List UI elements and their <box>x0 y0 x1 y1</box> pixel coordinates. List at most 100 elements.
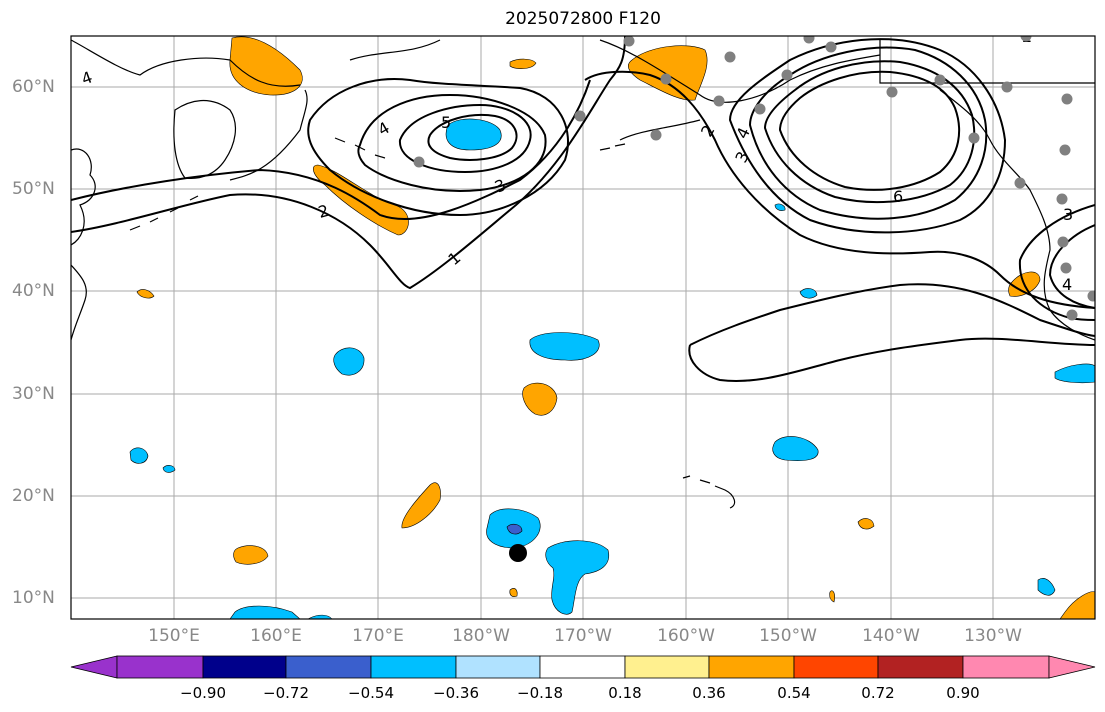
negative-anomaly-region <box>1054 363 1095 384</box>
negative-anomaly-region <box>307 614 333 619</box>
station-marker <box>574 110 586 122</box>
lat-label: 50°N <box>12 179 55 199</box>
lon-label: 180°W <box>452 626 510 646</box>
map-title: 2025072800 F120 <box>505 9 661 29</box>
lon-label: 160°E <box>250 626 302 646</box>
station-marker <box>724 51 736 63</box>
negative-anomaly-region <box>774 203 786 211</box>
colorbar-bin <box>285 655 372 679</box>
positive-anomaly-region <box>1059 591 1095 619</box>
station-marker <box>650 129 662 141</box>
station-marker <box>803 36 815 44</box>
contour-line <box>728 38 1007 234</box>
contour-line <box>584 70 1095 309</box>
negative-anomaly-region <box>1037 578 1056 596</box>
station-marker <box>1057 236 1069 248</box>
station-marker <box>660 73 672 85</box>
station-marker <box>1061 93 1073 105</box>
colorbar-tick-label: 0.36 <box>692 684 726 702</box>
colorbar-extend-min <box>70 655 118 679</box>
station-marker <box>1060 262 1072 274</box>
station-marker <box>413 156 425 168</box>
positive-anomaly-region <box>857 518 875 530</box>
contour-line <box>763 60 976 204</box>
lat-label: 10°N <box>12 588 55 608</box>
colorbar-bin <box>962 655 1050 679</box>
lon-label: 160°W <box>657 626 715 646</box>
colorbar-bin <box>708 655 795 679</box>
contour-label: 2 <box>316 201 331 222</box>
contour-label: 4 <box>1062 275 1072 294</box>
colorbar-tick-label: 0.54 <box>777 684 811 702</box>
station-marker <box>825 41 837 53</box>
contour-line <box>748 46 988 220</box>
contour-line <box>398 103 532 174</box>
colorbar-tick-label: −0.72 <box>263 684 309 702</box>
positive-anomaly-region <box>136 289 155 299</box>
positive-anomaly-region <box>229 36 303 96</box>
station-marker <box>713 95 725 107</box>
lon-label: 170°W <box>554 626 612 646</box>
contour-line <box>357 93 547 192</box>
station-marker <box>934 74 946 86</box>
station-marker <box>886 86 898 98</box>
contour-line <box>427 114 518 161</box>
lat-label: 40°N <box>12 281 55 301</box>
colorbar-bin <box>877 655 964 679</box>
negative-anomaly-region <box>229 605 301 619</box>
contour-line <box>71 36 626 290</box>
colorbar-tick-label: −0.36 <box>433 684 479 702</box>
lat-label: 60°N <box>12 77 55 97</box>
positive-anomaly-region <box>233 545 269 565</box>
station-marker <box>754 103 766 115</box>
height-contours <box>71 36 1095 382</box>
negative-anomaly-region <box>129 447 149 464</box>
contour-line <box>71 79 591 220</box>
negative-anomaly-region <box>445 118 502 151</box>
negative-anomaly-region <box>772 436 819 461</box>
negative-anomaly-region <box>529 332 600 361</box>
station-marker <box>1001 81 1013 93</box>
lat-label: 20°N <box>12 486 55 506</box>
colorbar-extend-max <box>1048 655 1096 679</box>
station-marker <box>1056 193 1068 205</box>
negative-anomaly-region <box>162 465 176 473</box>
station-marker <box>1014 177 1026 189</box>
lon-label: 150°E <box>148 626 200 646</box>
colorbar-bin <box>539 655 626 679</box>
colorbar-bin <box>455 655 541 679</box>
contour-line <box>307 78 569 217</box>
lon-label: 170°E <box>352 626 404 646</box>
contour-label: 5 <box>441 113 451 132</box>
positive-anomaly-region <box>509 58 537 69</box>
storm-center-marker <box>509 544 527 562</box>
station-marker <box>781 69 793 81</box>
positive-anomaly-region <box>522 382 558 416</box>
colorbar-bin <box>202 655 287 679</box>
station-marker <box>968 132 980 144</box>
colorbar-tick-label: −0.90 <box>180 684 226 702</box>
colorbar-bin <box>116 655 204 679</box>
negative-anomaly-region <box>333 347 365 376</box>
lon-label: 140°W <box>862 626 920 646</box>
negative-anomaly-region <box>799 288 818 299</box>
colorbar-tick-label: 0.90 <box>946 684 980 702</box>
positive-anomaly-region <box>829 590 835 603</box>
station-markers <box>413 36 1095 321</box>
station-marker <box>1020 36 1032 42</box>
colorbar <box>70 655 1096 679</box>
station-marker <box>1059 144 1071 156</box>
colorbar-bin <box>793 655 879 679</box>
negative-anomaly-region <box>545 540 610 615</box>
positive-anomaly-region <box>401 482 441 529</box>
colorbar-bin <box>370 655 457 679</box>
colorbar-tick-label: −0.54 <box>348 684 394 702</box>
contour-line <box>1018 204 1095 321</box>
contour-line <box>1048 224 1095 309</box>
contour-label: 6 <box>893 187 903 206</box>
station-marker <box>1087 290 1095 302</box>
strong-negative-anomaly-region <box>506 523 523 535</box>
colorbar-tick-label: 0.18 <box>608 684 642 702</box>
positive-anomaly-region <box>509 588 518 597</box>
